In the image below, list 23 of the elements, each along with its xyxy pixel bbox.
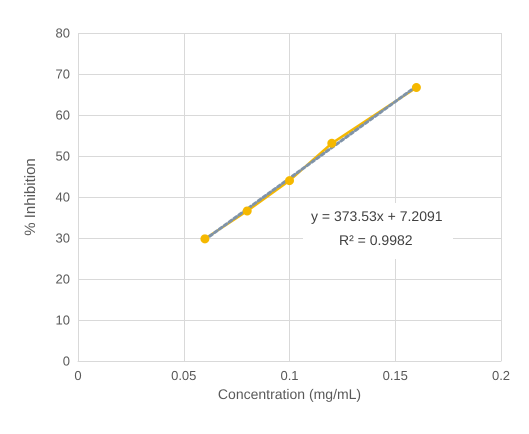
point (285, 176, 294, 186)
y-tick-label: 10 (56, 312, 70, 328)
x-tick-label: 0 (74, 368, 82, 383)
x-tick-label: 0.2 (492, 368, 510, 383)
y-tick-label: 50 (56, 148, 70, 164)
y-tick-label: 40 (56, 190, 70, 204)
point (242, 206, 252, 216)
x-tick-label: 0.1 (280, 368, 299, 383)
point (327, 138, 336, 148)
annotation: R² = 0.9982 (339, 232, 413, 248)
y-tick-label: 60 (56, 108, 70, 122)
y-axis-title: % Inhibition (22, 158, 39, 236)
x-axis-title: Concentration (mg/mL) (218, 386, 362, 402)
y-tick-label: 0 (62, 354, 70, 368)
x-tick-label: 0.15 (382, 368, 408, 383)
x-tick-label: 0.05 (171, 368, 196, 383)
y-tick-label: 20 (56, 272, 70, 286)
y-tick-label: 80 (56, 26, 70, 40)
point (200, 234, 210, 244)
point (412, 83, 421, 92)
y-tick-label: 70 (56, 66, 70, 82)
annotation: y = 373.53x + 7.2091 (311, 208, 443, 224)
y-tick-label: 30 (56, 230, 70, 246)
